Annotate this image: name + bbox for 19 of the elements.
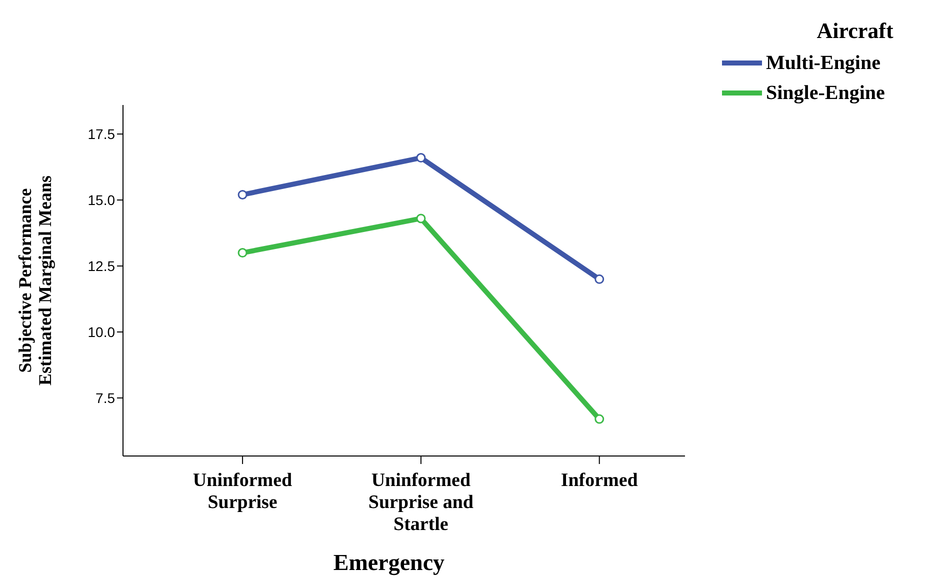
legend-title: Aircraft — [816, 18, 894, 44]
y-tick-label: 12.5 — [88, 258, 116, 274]
point — [238, 190, 248, 200]
y-tick-label: 15.0 — [88, 192, 116, 208]
point — [594, 274, 604, 284]
x-tick-label: Uninformed Surprise — [192, 470, 293, 513]
x-axis-title: Emergency — [333, 550, 446, 576]
point — [594, 414, 604, 424]
y-tick-label: 10.0 — [88, 324, 116, 340]
y-axis-title: Subjective Performance Estimated Marginal Means — [15, 176, 55, 386]
point — [416, 214, 426, 224]
x-tick-label: Informed — [560, 470, 638, 491]
point — [238, 248, 248, 258]
legend-label: Single-Engine — [766, 82, 885, 104]
x-tick-label: Uninformed Surprise and Startle — [368, 470, 474, 535]
y-tick-label: 17.5 — [88, 126, 116, 142]
legend-label: Multi-Engine — [766, 52, 880, 74]
point — [416, 153, 426, 163]
y-tick-label: 7.5 — [96, 390, 116, 406]
